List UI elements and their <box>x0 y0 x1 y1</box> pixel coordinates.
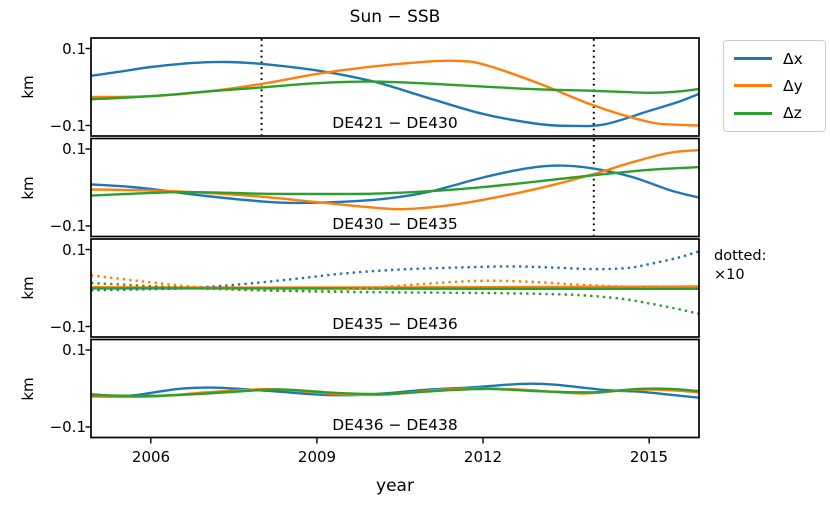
ytick-label-p4-top: 0.1 <box>62 341 86 359</box>
panel-label-de435-de436: DE435 − DE436 <box>332 315 458 333</box>
legend-label-dx: Δx <box>783 49 803 68</box>
xtick-label-2012: 2012 <box>463 448 503 466</box>
legend-item-dx: Δx <box>734 50 825 68</box>
xtick-label-2006: 2006 <box>131 448 171 466</box>
ytick-label-p3-top: 0.1 <box>62 240 86 259</box>
chart-title: Sun − SSB <box>349 7 441 27</box>
y-axis-label-p4: km <box>19 376 37 401</box>
ytick-label-p2-bottom: −0.1 <box>49 217 86 235</box>
xtick-label-2015: 2015 <box>629 448 669 466</box>
legend-item-dy: Δy <box>734 77 825 95</box>
ytick-label-p4-bottom: −0.1 <box>49 418 86 436</box>
dotted-note-line1: dotted: <box>714 248 767 264</box>
legend-swatch-dz <box>734 111 772 115</box>
ytick-label-p3-bottom: −0.1 <box>49 317 86 336</box>
legend: Δx Δy Δz <box>723 40 826 132</box>
ytick-label-p1-bottom: −0.1 <box>49 116 86 135</box>
dotted-scale-note: dotted: ×10 <box>714 247 766 285</box>
legend-label-dz: Δz <box>783 104 802 123</box>
panel-label-de421-de430: DE421 − DE430 <box>332 114 458 132</box>
legend-swatch-dx <box>734 57 772 61</box>
y-axis-label-p2: km <box>19 175 37 200</box>
ytick-label-p2-top: 0.1 <box>62 140 86 158</box>
legend-item-dz: Δz <box>734 104 825 122</box>
dotted-note-line2: ×10 <box>714 267 745 283</box>
panel-label-de436-de438: DE436 − DE438 <box>332 415 458 434</box>
xtick-label-2009: 2009 <box>297 448 337 466</box>
panel-label-de430-de435: DE430 − DE435 <box>332 214 458 233</box>
y-axis-label-p3: km <box>19 276 37 300</box>
legend-label-dy: Δy <box>783 76 803 95</box>
x-axis-label: year <box>376 476 414 496</box>
ytick-label-p1-top: 0.1 <box>62 39 86 58</box>
y-axis-label-p1: km <box>19 75 37 99</box>
legend-swatch-dy <box>734 84 772 88</box>
